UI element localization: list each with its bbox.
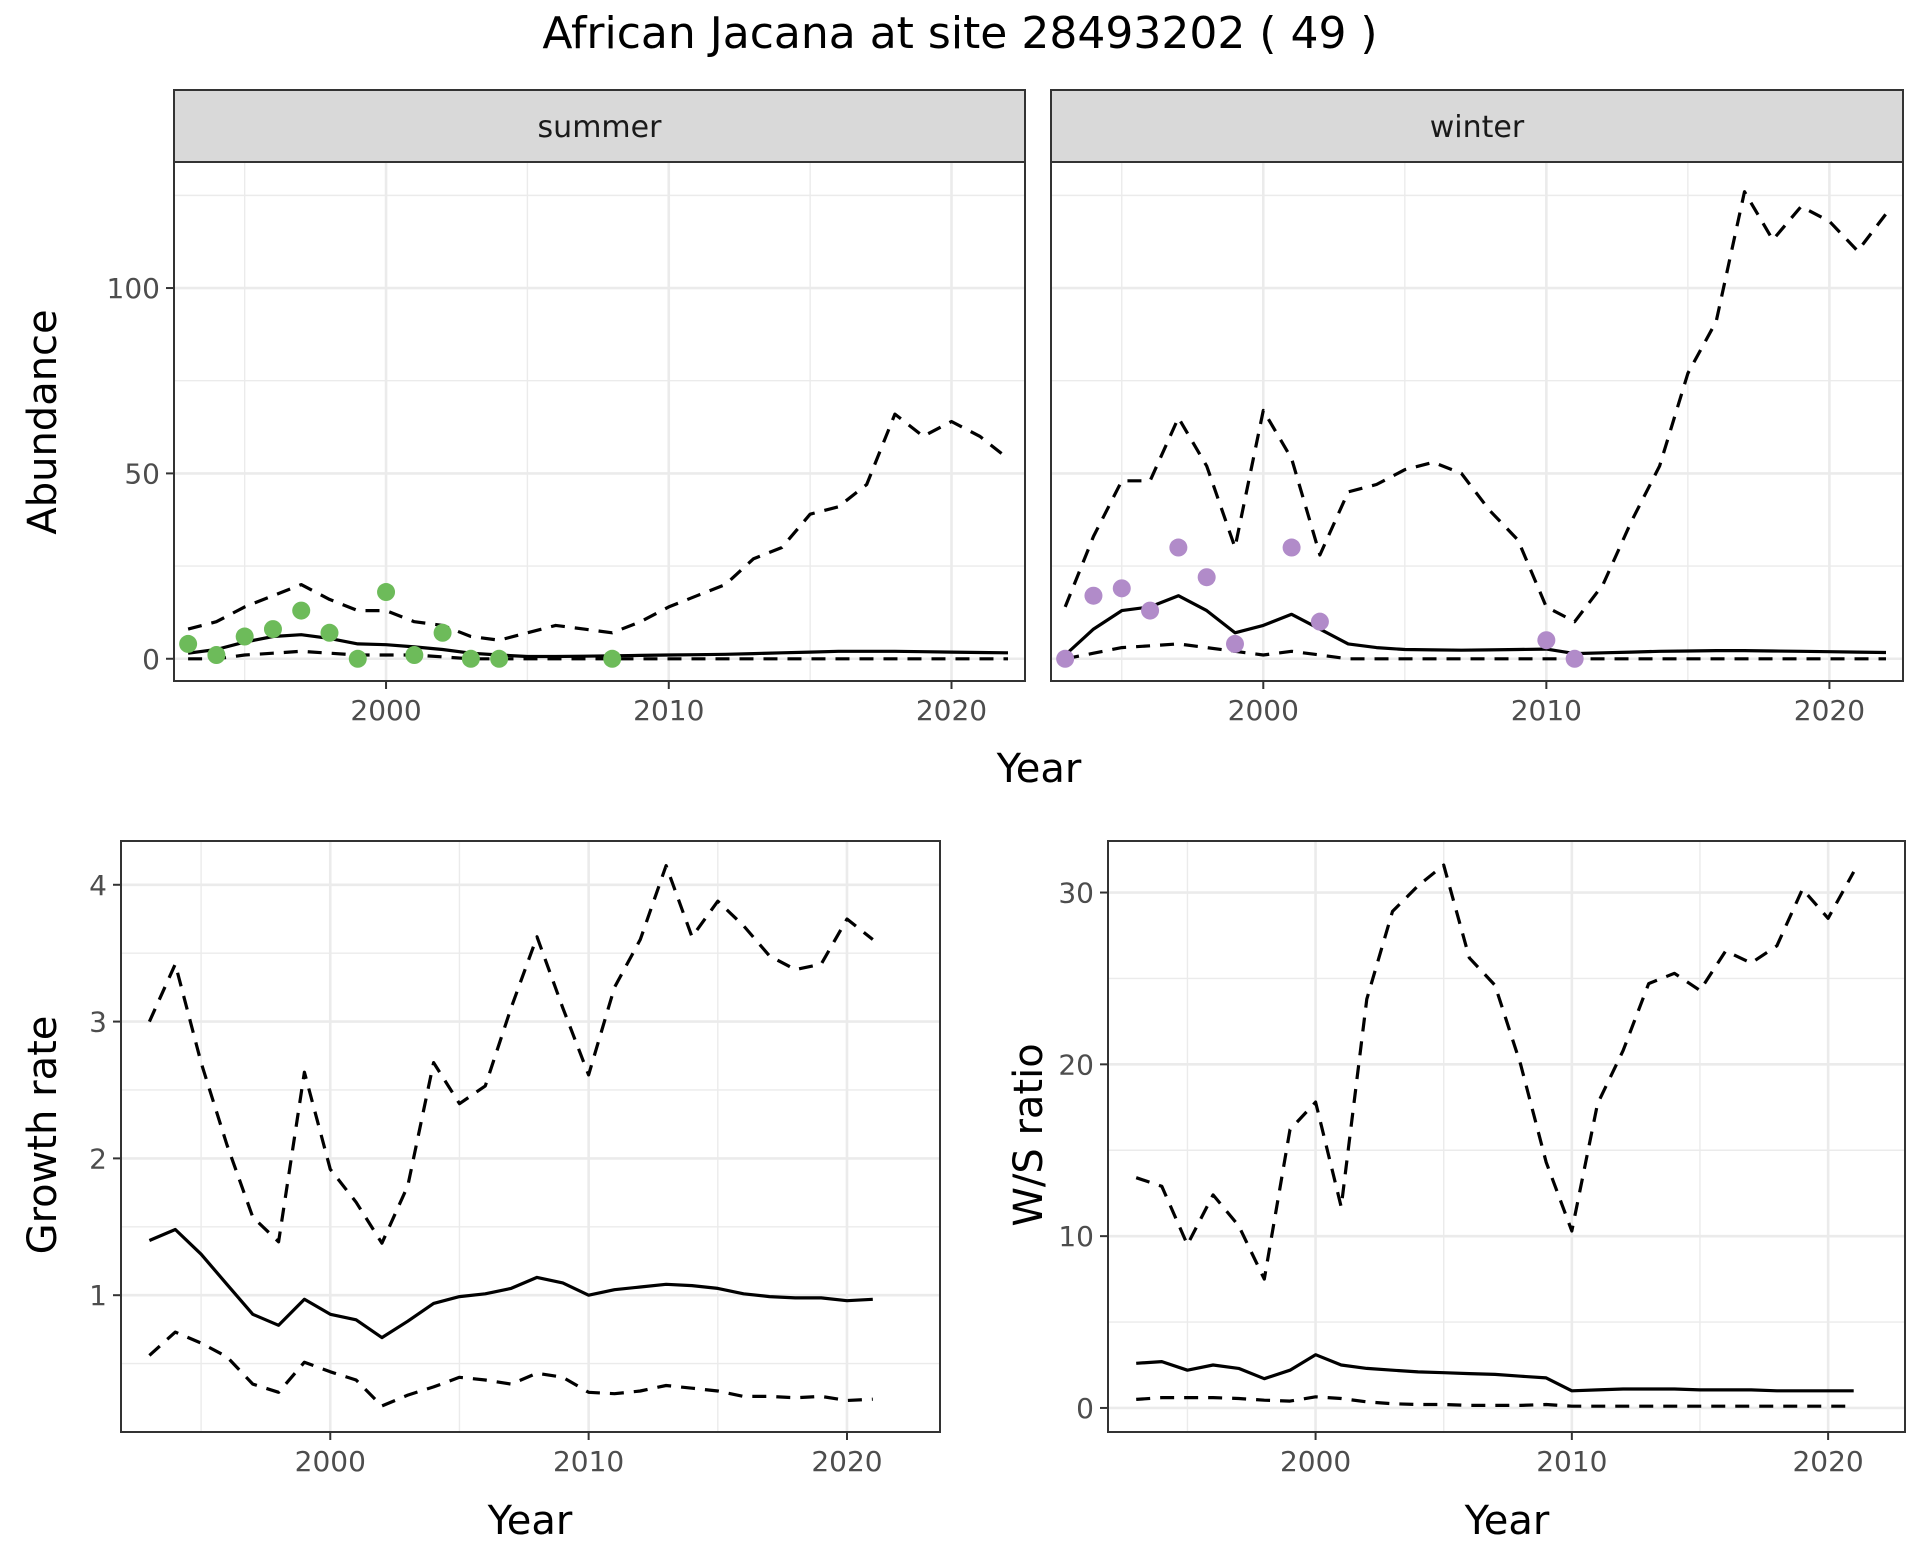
- chart-title: African Jacana at site 28493202 ( 49 ): [542, 8, 1377, 59]
- winter-observed-point: [1311, 613, 1329, 631]
- winter-x-tick-label: 2000: [1228, 694, 1299, 727]
- winter-observed-point: [1283, 539, 1301, 557]
- ratio-y-tick-label: 10: [1058, 1220, 1094, 1253]
- summer-x-tick-label: 2020: [916, 694, 987, 727]
- growth-y-tick-label: 4: [89, 869, 107, 902]
- winter-x-tick-label: 2010: [1511, 694, 1582, 727]
- growth-x-tick-label: 2010: [553, 1445, 624, 1478]
- summer-observed-point: [264, 620, 282, 638]
- winter-observed-point: [1198, 568, 1216, 586]
- growth-x-tick-label: 2000: [295, 1445, 366, 1478]
- summer-y-tick-label: 0: [142, 643, 160, 676]
- facet-label-summer: summer: [538, 110, 663, 145]
- growth-y-tick-label: 3: [89, 1006, 107, 1039]
- summer-observed-point: [377, 583, 395, 601]
- growth-x-tick-label: 2020: [811, 1445, 882, 1478]
- winter-observed-point: [1056, 650, 1074, 668]
- summer-x-tick-label: 2000: [350, 694, 421, 727]
- summer-observed-point: [462, 650, 480, 668]
- ratio-y-tick-label: 0: [1076, 1392, 1094, 1425]
- growth-panel: 2000 2010 2020 1 2 3 4: [89, 841, 940, 1478]
- ratio-plot-background: [1108, 841, 1905, 1432]
- summer-observed-point: [490, 650, 508, 668]
- growth-plot-background: [121, 841, 940, 1432]
- summer-observed-point: [236, 628, 254, 646]
- ratio-x-axis-title: Year: [1464, 1498, 1550, 1544]
- growth-y-tick-label: 2: [89, 1142, 107, 1175]
- winter-observed-point: [1566, 650, 1584, 668]
- ratio-panel: 2000 2010 2020 0 10 20 30: [1058, 841, 1905, 1478]
- summer-observed-point: [292, 602, 310, 620]
- ratio-y-axis-title: W/S ratio: [1006, 1043, 1052, 1226]
- summer-observed-point: [320, 624, 338, 642]
- growth-y-axis-title: Growth rate: [20, 1016, 66, 1255]
- facet-label-winter: winter: [1430, 110, 1525, 145]
- summer-x-tick-label: 2010: [633, 694, 704, 727]
- winter-x-tick-label: 2020: [1794, 694, 1865, 727]
- winter-observed-point: [1113, 579, 1131, 597]
- ratio-x-tick-label: 2000: [1280, 1445, 1351, 1478]
- summer-y-tick-label: 50: [124, 457, 160, 490]
- winter-observed-point: [1537, 631, 1555, 649]
- summer-observed-point: [434, 624, 452, 642]
- winter-observed-point: [1084, 587, 1102, 605]
- summer-observed-point: [207, 646, 225, 664]
- abundance-y-axis-title: Abundance: [20, 309, 66, 534]
- ratio-x-tick-label: 2010: [1536, 1445, 1607, 1478]
- ratio-x-tick-label: 2020: [1792, 1445, 1863, 1478]
- summer-observed-point: [405, 646, 423, 664]
- summer-observed-point: [179, 635, 197, 653]
- ratio-y-tick-label: 20: [1058, 1048, 1094, 1081]
- summer-panel: 2000 2010 2020 0 50 100: [107, 162, 1025, 727]
- summer-observed-point: [349, 650, 367, 668]
- winter-observed-point: [1226, 635, 1244, 653]
- top-x-axis-title: Year: [996, 746, 1082, 792]
- summer-y-tick-label: 100: [107, 272, 160, 305]
- ratio-y-tick-label: 30: [1058, 877, 1094, 910]
- winter-observed-point: [1141, 602, 1159, 620]
- winter-panel: 2000 2010 2020: [1051, 162, 1903, 727]
- growth-y-tick-label: 1: [89, 1279, 107, 1312]
- winter-observed-point: [1169, 539, 1187, 557]
- growth-x-axis-title: Year: [487, 1498, 573, 1544]
- summer-observed-point: [603, 650, 621, 668]
- winter-plot-background: [1051, 162, 1903, 681]
